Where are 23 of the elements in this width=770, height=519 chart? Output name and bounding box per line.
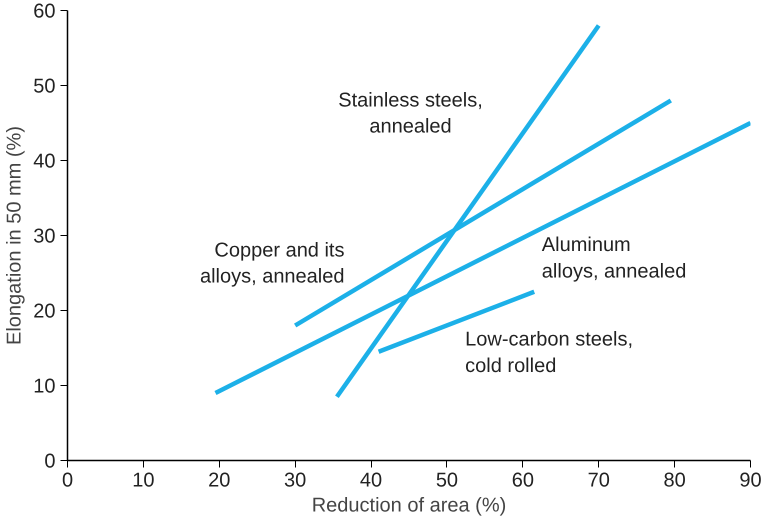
series-label: Copper and its alloys, annealed	[200, 239, 345, 288]
x-tick-label: 80	[663, 470, 686, 492]
y-tick-label: 30	[33, 226, 56, 248]
y-tick-label: 40	[33, 150, 56, 172]
y-tick-label: 10	[33, 376, 56, 398]
y-axis-title: Elongation in 50 mm (%)	[3, 126, 26, 345]
x-tick-label: 30	[284, 470, 306, 492]
y-tick-label: 0	[44, 450, 56, 472]
y-tick-label: 20	[33, 300, 56, 322]
x-tick-label: 40	[360, 470, 382, 492]
series-label: Low-carbon steels, cold rolled	[465, 328, 634, 377]
x-tick-label: 10	[132, 470, 155, 492]
x-tick-label: 90	[739, 470, 762, 492]
x-tick-label: 60	[512, 470, 534, 492]
series-label: Stainless steels, annealed	[338, 89, 483, 138]
x-tick-label: 70	[588, 470, 610, 492]
x-tick-label: 0	[62, 470, 74, 492]
x-axis-title: Reduction of area (%)	[312, 494, 506, 516]
x-tick-label: 50	[436, 470, 458, 492]
y-tick-label: 50	[33, 76, 56, 98]
x-tick-label: 20	[208, 470, 230, 492]
y-tick-label: 60	[33, 0, 56, 22]
series-label: Aluminum alloys, annealed	[542, 234, 686, 282]
